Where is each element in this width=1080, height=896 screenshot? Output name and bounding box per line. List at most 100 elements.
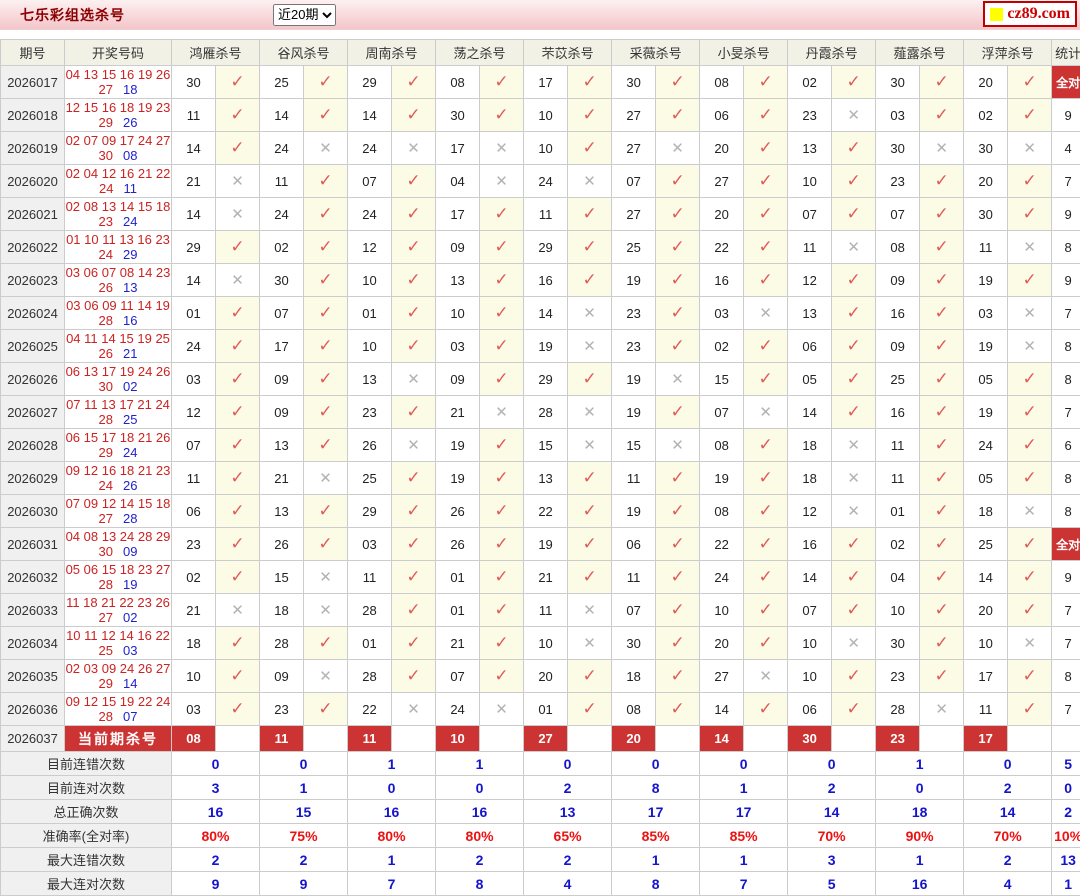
cross-icon: ✕ [319,668,332,685]
stat-cell: 8 [1052,462,1080,495]
drawn-numbers-line1: 01 10 11 13 16 23 [65,232,171,247]
check-icon: ✓ [670,501,684,520]
check-icon: ✓ [935,501,949,520]
check-icon: ✓ [758,72,772,91]
kill-number-cell: 22 [700,231,744,264]
check-icon: ✓ [582,72,596,91]
summary-value: 2 [260,848,348,872]
kill-result-cell: ✓ [568,198,612,231]
check-icon: ✓ [935,270,949,289]
kill-number-cell: 30 [876,66,920,99]
drawn-numbers-line1: 02 04 12 16 21 22 [65,166,171,181]
kill-result-cell: ✓ [480,99,524,132]
kill-result-cell: ✓ [1008,198,1052,231]
kill-number-cell: 05 [964,462,1008,495]
kill-number-cell: 10 [524,627,568,660]
kill-result-cell: ✓ [920,396,964,429]
kill-number-cell: 06 [788,330,832,363]
kill-number-cell: 28 [348,594,392,627]
drawn-number-tail: 24 [99,181,113,196]
check-icon: ✓ [846,171,860,190]
kill-result-cell: ✓ [392,231,436,264]
kill-result-cell: ✕ [216,594,260,627]
stat-cell [1052,726,1080,752]
check-icon: ✓ [670,270,684,289]
kill-number-cell: 23 [260,693,304,726]
kill-result-cell: ✓ [656,561,700,594]
kill-result-cell: ✓ [480,363,524,396]
kill-result-cell: ✓ [216,495,260,528]
check-icon: ✓ [846,270,860,289]
kill-number-cell: 11 [260,165,304,198]
summary-value: 1 [612,848,700,872]
drawn-numbers-line1: 10 11 12 14 16 22 [65,628,171,643]
check-icon: ✓ [582,237,596,256]
kill-number-cell: 29 [348,66,392,99]
check-icon: ✓ [1023,105,1037,124]
check-icon: ✓ [935,105,949,124]
kill-number-cell: 03 [700,297,744,330]
check-icon: ✓ [582,567,596,586]
stat-cell: 7 [1052,165,1080,198]
summary-value: 0 [524,752,612,776]
kill-number-cell: 30 [964,198,1008,231]
check-icon: ✓ [318,171,332,190]
kill-result-cell: ✕ [304,462,348,495]
kill-result-cell: ✓ [216,99,260,132]
kill-number-cell: 10 [524,132,568,165]
summary-value: 2 [172,848,260,872]
kill-result-cell: ✓ [392,495,436,528]
kill-result-cell: ✓ [744,165,788,198]
kill-result-cell: ✕ [392,363,436,396]
kill-number-cell: 18 [788,429,832,462]
summary-value: 16 [876,872,964,896]
check-icon: ✓ [318,72,332,91]
check-icon: ✓ [935,402,949,421]
summary-value: 2 [788,776,876,800]
check-icon: ✓ [670,633,684,652]
kill-number-cell: 30 [876,132,920,165]
stat-cell: 9 [1052,99,1080,132]
period-cell: 2026037 [1,726,65,752]
kill-number-cell: 21 [260,462,304,495]
kill-result-cell: ✓ [832,297,876,330]
kill-number-cell: 05 [788,363,832,396]
kill-result-cell: ✓ [216,528,260,561]
kill-number-cell: 22 [348,693,392,726]
check-icon: ✓ [406,567,420,586]
kill-result-cell: ✕ [1008,627,1052,660]
column-header-draw-numbers: 开奖号码 [65,40,172,66]
kill-number-cell: 14 [524,297,568,330]
kill-result-cell: ✕ [1008,297,1052,330]
period-range-select[interactable]: 近20期 [273,4,336,26]
kill-result-cell: ✓ [1008,660,1052,693]
kill-number-cell: 09 [260,363,304,396]
kill-result-cell: ✓ [920,231,964,264]
kill-result-cell: ✕ [656,132,700,165]
site-logo[interactable]: cz89.com [983,1,1077,27]
column-header-expert: 丹霞杀号 [788,40,876,66]
kill-number-cell: 11 [612,561,656,594]
check-icon: ✓ [758,237,772,256]
period-cell: 2026035 [1,660,65,693]
drawn-numbers-line1: 02 03 09 24 26 27 [65,661,171,676]
check-icon: ✓ [318,699,332,718]
check-icon: ✓ [1023,72,1037,91]
check-icon: ✓ [670,567,684,586]
summary-value: 3 [172,776,260,800]
kill-result-cell: ✓ [1008,693,1052,726]
kill-result-cell: ✓ [568,264,612,297]
special-number: 09 [123,544,137,559]
kill-number-cell: 29 [172,231,216,264]
summary-value: 1 [260,776,348,800]
kill-number-cell: 07 [260,297,304,330]
kill-number-cell: 16 [788,528,832,561]
check-icon: ✓ [230,699,244,718]
check-icon: ✓ [494,666,508,685]
cross-icon: ✕ [495,701,508,718]
